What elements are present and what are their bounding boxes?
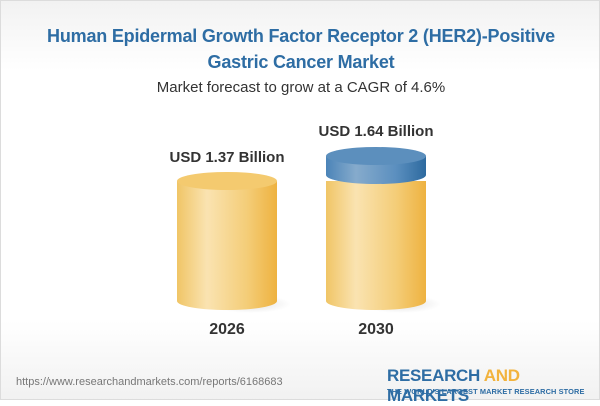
brand-tagline: THE WORLD'S LARGEST MARKET RESEARCH STOR… <box>387 387 585 396</box>
year-label-2026: 2026 <box>209 321 245 338</box>
value-label-2026: USD 1.37 Billion <box>169 149 285 166</box>
logo-research: RESEARCH <box>387 366 484 385</box>
chart-title: Human Epidermal Growth Factor Receptor 2… <box>1 23 600 75</box>
year-label-2030: 2030 <box>358 321 394 338</box>
brand-logo[interactable]: RESEARCH AND MARKETS <box>387 366 599 406</box>
chart-subtitle: Market forecast to grow at a CAGR of 4.6… <box>156 79 446 96</box>
bar-2030 <box>326 147 426 310</box>
title-line-2: Gastric Cancer Market <box>207 52 395 72</box>
report-url[interactable]: https://www.researchandmarkets.com/repor… <box>16 376 283 388</box>
bar-2026 <box>177 172 277 310</box>
value-label-2030: USD 1.64 Billion <box>318 123 434 140</box>
logo-and: AND <box>483 366 520 385</box>
title-line-1: Human Epidermal Growth Factor Receptor 2… <box>47 26 555 46</box>
